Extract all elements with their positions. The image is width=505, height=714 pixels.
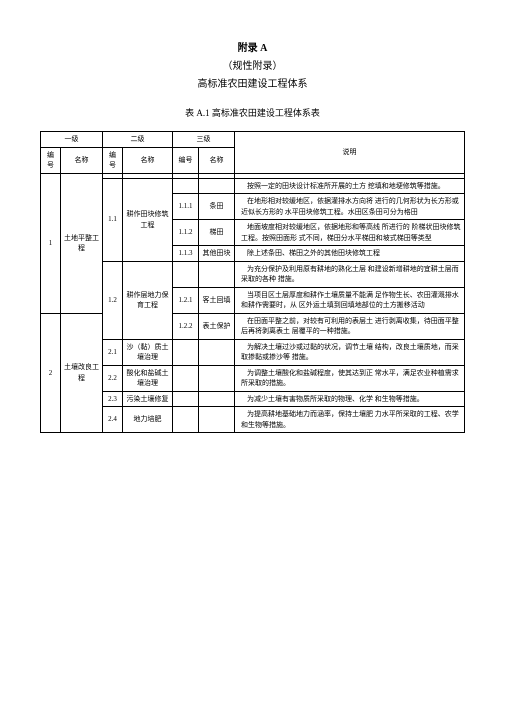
cell-name: 污染土壤修复	[123, 391, 173, 407]
header-row-1: 一级 二级 三级 说明	[41, 132, 465, 148]
col-name-1: 名称	[61, 147, 103, 173]
cell-idx: 1	[41, 173, 61, 313]
col-l3: 三级	[173, 132, 235, 148]
cell-idx: 1.1.1	[173, 194, 199, 220]
appendix-label: 附录 A	[40, 40, 465, 58]
cell-empty	[199, 339, 235, 365]
cell-empty	[199, 365, 235, 391]
col-idx-2: 编号	[103, 147, 123, 173]
col-l1: 一级	[41, 132, 103, 148]
cell-desc: 地面坡度相对较缓地区，依据地形和等高线 所进行的 阶梯状田块修筑工程。按照田面形…	[235, 220, 465, 246]
cell-desc: 在田面平整之前，对较有可利用的表层土 进行剥离收集，待田面平整后再将剥离表土 层…	[235, 313, 465, 339]
cell-idx: 2.1	[103, 339, 123, 365]
cell-idx: 1.1.3	[173, 246, 199, 262]
cell-desc: 为充分保护及利用原有耕地的熟化土层 和建设新增耕地的宜耕土层而采取的各种 措施。	[235, 261, 465, 287]
cell-name: 耕作层地力保育工程	[123, 261, 173, 339]
cell-name: 表土保护	[199, 313, 235, 339]
table-row: 2.3 污染土壤修复 为减少土壤有害物质所采取的物理、化学 和生物等措施。	[41, 391, 465, 407]
cell-desc: 为调整土壤酸化和盐碱程度，使其达到正 常水平，满足农业种植需求所采取的措施。	[235, 365, 465, 391]
cell-empty	[173, 339, 199, 365]
cell-empty	[199, 407, 235, 433]
cell-idx: 1.2	[103, 261, 123, 339]
cell-empty	[199, 391, 235, 407]
cell-name: 酸化和盐碱土壤治理	[123, 365, 173, 391]
col-name-2: 名称	[123, 147, 173, 173]
norm-label: （规性附录）	[40, 58, 465, 76]
cell-idx: 2.3	[103, 391, 123, 407]
table-row: 2.2 酸化和盐碱土壤治理 为调整土壤酸化和盐碱程度，使其达到正 常水平，满足农…	[41, 365, 465, 391]
cell-idx: 1.1.2	[173, 220, 199, 246]
cell-desc: 为解决土壤过沙或过黏的状况，调节土壤 结构，改良土壤质地，而采取掺黏或掺沙等 措…	[235, 339, 465, 365]
col-idx-1: 编号	[41, 147, 61, 173]
cell-idx: 1.2.1	[173, 287, 199, 313]
cell-desc: 除上述条田、梯田之外的其他田块修筑工程	[235, 246, 465, 262]
cell-idx: 1.2.2	[173, 313, 199, 339]
cell-name: 客土回填	[199, 287, 235, 313]
cell-name: 条田	[199, 194, 235, 220]
cell-name: 土壤改良工程	[61, 313, 103, 433]
cell-empty	[173, 407, 199, 433]
title-label: 高标准农田建设工程体系	[40, 76, 465, 94]
cell-name: 梯田	[199, 220, 235, 246]
cell-idx: 1.1	[103, 178, 123, 261]
cell-desc: 当项目区土层厚度和耕作土壤质量不能满 足作物生长、农田灌溉排水和耕作需要时，从 …	[235, 287, 465, 313]
cell-empty	[199, 261, 235, 287]
cell-idx: 2.2	[103, 365, 123, 391]
cell-empty	[199, 178, 235, 194]
cell-name: 地力培肥	[123, 407, 173, 433]
table-row: 2.1 沙（黏）质土壤治理 为解决土壤过沙或过黏的状况，调节土壤 结构，改良土壤…	[41, 339, 465, 365]
table-row: 2.4 地力培肥 为提高耕地基础地力而涵率，保持土壤肥 力水平所采取的工程、农学…	[41, 407, 465, 433]
cell-name: 其他田块	[199, 246, 235, 262]
table-row: 1.2 耕作层地力保育工程 为充分保护及利用原有耕地的熟化土层 和建设新增耕地的…	[41, 261, 465, 287]
cell-desc: 为提高耕地基础地力而涵率，保持土壤肥 力水平所采取的工程、农学和生物等措施。	[235, 407, 465, 433]
cell-name: 沙（黏）质土壤治理	[123, 339, 173, 365]
cell-name: 耕作田块修筑工程	[123, 178, 173, 261]
cell-empty	[173, 365, 199, 391]
table-row: 1.1 耕作田块修筑工程 按照一定的田块设计标准所开展的土方 挖填和地埂修筑等措…	[41, 178, 465, 194]
cell-empty	[173, 391, 199, 407]
col-idx-3: 编号	[173, 147, 199, 173]
engineering-system-table: 一级 二级 三级 说明 编号 名称 编号 名称 编号 名称 1 土地平整工程 1…	[40, 131, 465, 433]
table-caption: 表 A.1 高标准农田建设工程体系表	[40, 106, 465, 119]
cell-idx: 2	[41, 313, 61, 433]
cell-desc: 在地形相对较缓地区，依据灌排水方向将 进行的几何形状为长方形或近似长方形的 水平…	[235, 194, 465, 220]
cell-empty	[173, 261, 199, 287]
cell-empty	[173, 178, 199, 194]
cell-idx: 2.4	[103, 407, 123, 433]
col-l2: 二级	[103, 132, 173, 148]
col-name-3: 名称	[199, 147, 235, 173]
cell-name: 土地平整工程	[61, 173, 103, 313]
cell-desc: 为减少土壤有害物质所采取的物理、化学 和生物等措施。	[235, 391, 465, 407]
col-desc: 说明	[235, 132, 465, 174]
cell-desc: 按照一定的田块设计标准所开展的土方 挖填和地埂修筑等措施。	[235, 178, 465, 194]
